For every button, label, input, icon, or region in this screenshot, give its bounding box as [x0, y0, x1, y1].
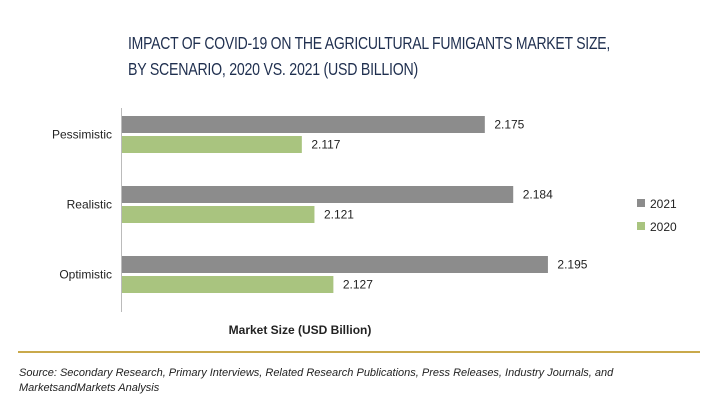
bar-realistic-2020 [122, 206, 315, 223]
category-label-optimistic: Optimistic [59, 268, 112, 282]
data-label-realistic-2021: 2.184 [523, 188, 553, 202]
legend-swatch-2020 [637, 222, 645, 230]
bar-pessimistic-2021 [122, 116, 485, 133]
bar-optimistic-2020 [122, 276, 334, 293]
bar-pessimistic-2020 [122, 136, 302, 153]
category-label-pessimistic: Pessimistic [52, 128, 112, 142]
bar-realistic-2021 [122, 186, 514, 203]
data-label-realistic-2020: 2.121 [324, 208, 354, 222]
data-label-optimistic-2021: 2.195 [557, 258, 587, 272]
x-axis-label: Market Size (USD Billion) [229, 323, 372, 337]
legend-swatch-2021 [637, 199, 645, 207]
source-line-1: Source: Secondary Research, Primary Inte… [19, 367, 614, 379]
data-label-pessimistic-2020: 2.117 [311, 138, 340, 152]
legend-label-2021: 2021 [650, 197, 677, 211]
data-label-optimistic-2020: 2.127 [343, 278, 373, 292]
legend-label-2020: 2020 [650, 220, 677, 234]
category-label-realistic: Realistic [67, 198, 112, 212]
source-line-2: MarketsandMarkets Analysis [19, 382, 160, 394]
chart-title-line-1: IMPACT OF COVID-19 ON THE AGRICULTURAL F… [128, 33, 610, 53]
data-label-pessimistic-2021: 2.175 [494, 118, 524, 132]
chart-title-line-2: BY SCENARIO, 2020 VS. 2021 (USD BILLION) [128, 59, 418, 79]
bar-optimistic-2021 [122, 256, 548, 273]
